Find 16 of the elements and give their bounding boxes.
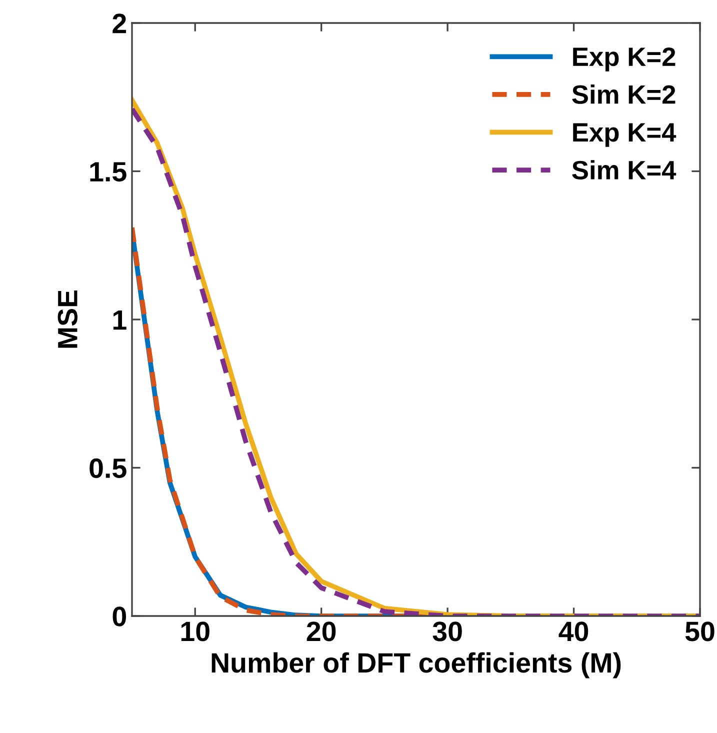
y-tick-label: 0.5 <box>90 458 126 478</box>
x-tick-label: 40 <box>558 622 588 642</box>
y-tick-label: 1.5 <box>90 162 126 182</box>
x-tick-label: 10 <box>181 622 210 642</box>
y-axis-title: MSE <box>58 290 78 348</box>
x-axis-title: Number of DFT coefficients (M) <box>212 652 621 678</box>
x-tick-label: 50 <box>685 622 714 642</box>
y-tick-label: 1 <box>113 310 126 330</box>
legend-label: Sim K=4 <box>572 160 676 180</box>
y-tick-label: 0 <box>112 606 126 626</box>
x-tick-label: 30 <box>432 622 462 642</box>
legend-label: Sim K=2 <box>572 84 676 104</box>
legend-label: Exp K=2 <box>573 47 676 72</box>
y-tick-label: 2 <box>112 14 126 34</box>
legend-label: Exp K=4 <box>573 123 676 147</box>
x-tick-label: 20 <box>306 622 336 642</box>
